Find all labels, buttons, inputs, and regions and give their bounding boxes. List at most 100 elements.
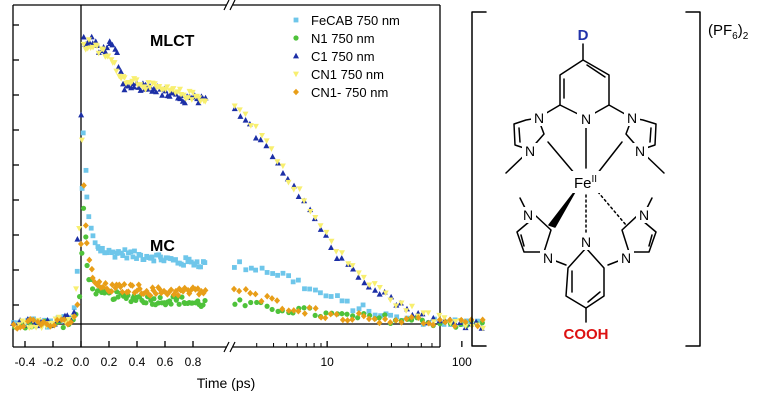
data-point: [19, 318, 26, 325]
data-point: [263, 138, 270, 144]
data-point: [98, 248, 104, 254]
data-point: [361, 279, 368, 286]
data-point: [252, 123, 259, 130]
bottom-pyridine: [565, 247, 605, 323]
data-point: [117, 283, 124, 291]
n-label-bg: [578, 234, 594, 250]
data-point: [60, 324, 66, 331]
data-point: [328, 238, 335, 245]
data-point: [177, 95, 184, 102]
data-point: [393, 317, 400, 324]
data-point: [264, 270, 270, 275]
data-point: [376, 291, 383, 297]
data-point: [302, 286, 307, 292]
data-point: [121, 281, 128, 288]
data-point: [253, 267, 259, 273]
data-point: [17, 323, 24, 331]
data-point: [74, 268, 80, 274]
data-point: [124, 255, 130, 261]
data-point: [177, 86, 184, 93]
right-bracket: [685, 11, 701, 347]
legend-label: CN1 750 nm: [311, 67, 384, 82]
data-point: [295, 277, 301, 283]
data-point: [254, 299, 260, 306]
legend-marker: [293, 88, 299, 96]
data-point: [312, 312, 318, 319]
data-point: [338, 255, 345, 261]
n-label-bg: [531, 110, 547, 126]
data-point: [181, 262, 186, 268]
data-point: [89, 286, 96, 292]
data-point: [382, 290, 389, 297]
donor-label: D: [578, 27, 589, 44]
counter-ion-open: (PF: [708, 22, 732, 39]
data-point: [462, 318, 469, 326]
counter-ion-count: 2: [743, 31, 749, 42]
data-point: [323, 232, 330, 238]
data-point: [10, 321, 17, 328]
data-point: [145, 290, 152, 298]
data-point: [446, 316, 453, 324]
data-point: [125, 288, 132, 295]
data-point: [79, 186, 85, 191]
legend-label: FeCAB 750 nm: [311, 13, 400, 28]
data-point: [80, 182, 87, 189]
data-point: [159, 92, 166, 98]
data-point: [237, 113, 244, 119]
data-point: [170, 86, 177, 92]
data-point: [350, 308, 356, 314]
data-point: [71, 313, 78, 320]
data-point: [90, 44, 97, 51]
data-point: [113, 68, 120, 75]
data-point: [158, 254, 163, 260]
data-point: [77, 240, 84, 248]
data-point: [376, 284, 383, 291]
data-point: [360, 302, 366, 308]
data-point: [420, 310, 427, 317]
data-point: [451, 322, 458, 330]
data-point: [202, 98, 209, 105]
data-point: [323, 229, 330, 236]
data-point: [157, 294, 163, 301]
data-point: [458, 316, 465, 324]
data-point: [120, 80, 127, 87]
data-point: [121, 75, 128, 81]
data-point: [33, 325, 40, 331]
data-point: [339, 316, 346, 324]
data-point: [442, 318, 449, 326]
metal-oxidation-state: II: [592, 174, 598, 185]
data-point: [436, 312, 443, 319]
data-point: [376, 319, 383, 327]
data-point: [387, 319, 394, 326]
data-point: [430, 314, 437, 321]
data-point: [275, 272, 280, 278]
data-point: [339, 298, 345, 304]
data-point: [83, 234, 89, 240]
data-point: [259, 265, 265, 271]
data-point: [99, 245, 105, 251]
data-point: [132, 248, 137, 254]
data-point: [202, 287, 209, 294]
data-point: [117, 68, 124, 75]
data-point: [247, 289, 254, 297]
data-point: [408, 303, 415, 310]
data-point: [85, 37, 92, 43]
data-point: [242, 117, 249, 123]
data-point: [147, 292, 154, 299]
series-0: [11, 130, 485, 330]
data-point: [129, 282, 136, 289]
chart: -0.4 -0.2 0.0 0.2 0.4 0.6 0.8 10 100 Time (ps) M…: [10, 0, 486, 391]
data-point: [194, 285, 201, 292]
data-point: [263, 142, 270, 149]
data-point: [323, 293, 329, 299]
data-point: [20, 323, 27, 330]
data-point: [344, 317, 351, 324]
data-point: [312, 305, 319, 312]
data-point: [14, 325, 21, 332]
legend-marker: [293, 35, 299, 41]
data-point: [275, 308, 281, 314]
data-point: [102, 280, 109, 287]
data-point: [141, 257, 147, 262]
axis-break-slash: [223, 0, 230, 11]
